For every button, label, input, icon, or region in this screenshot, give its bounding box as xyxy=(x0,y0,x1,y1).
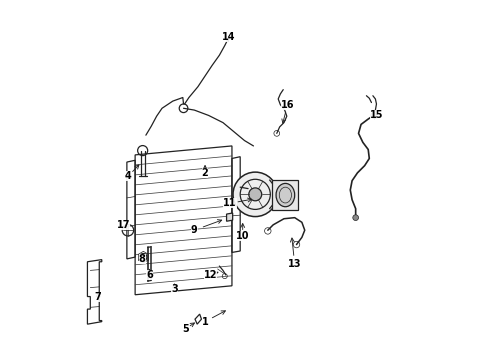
Text: 9: 9 xyxy=(190,225,197,235)
Circle shape xyxy=(370,113,376,118)
Circle shape xyxy=(248,188,261,201)
Text: 1: 1 xyxy=(201,317,208,327)
Polygon shape xyxy=(272,180,298,211)
Text: 5: 5 xyxy=(182,324,188,334)
Text: 16: 16 xyxy=(280,100,294,110)
Text: 7: 7 xyxy=(95,292,102,302)
Circle shape xyxy=(233,172,277,217)
Text: 12: 12 xyxy=(203,270,217,280)
Text: 17: 17 xyxy=(116,220,130,230)
Polygon shape xyxy=(226,213,232,221)
Circle shape xyxy=(352,215,358,221)
Text: 13: 13 xyxy=(287,259,301,269)
Text: 10: 10 xyxy=(236,231,249,240)
Circle shape xyxy=(140,253,147,261)
Text: 8: 8 xyxy=(139,254,145,264)
Text: 2: 2 xyxy=(201,168,208,178)
Text: 11: 11 xyxy=(223,198,236,208)
Text: 15: 15 xyxy=(370,111,383,121)
Text: 14: 14 xyxy=(221,32,235,41)
Text: 6: 6 xyxy=(146,270,153,280)
Text: 4: 4 xyxy=(124,171,131,181)
Text: 3: 3 xyxy=(171,284,178,294)
Ellipse shape xyxy=(276,183,294,207)
